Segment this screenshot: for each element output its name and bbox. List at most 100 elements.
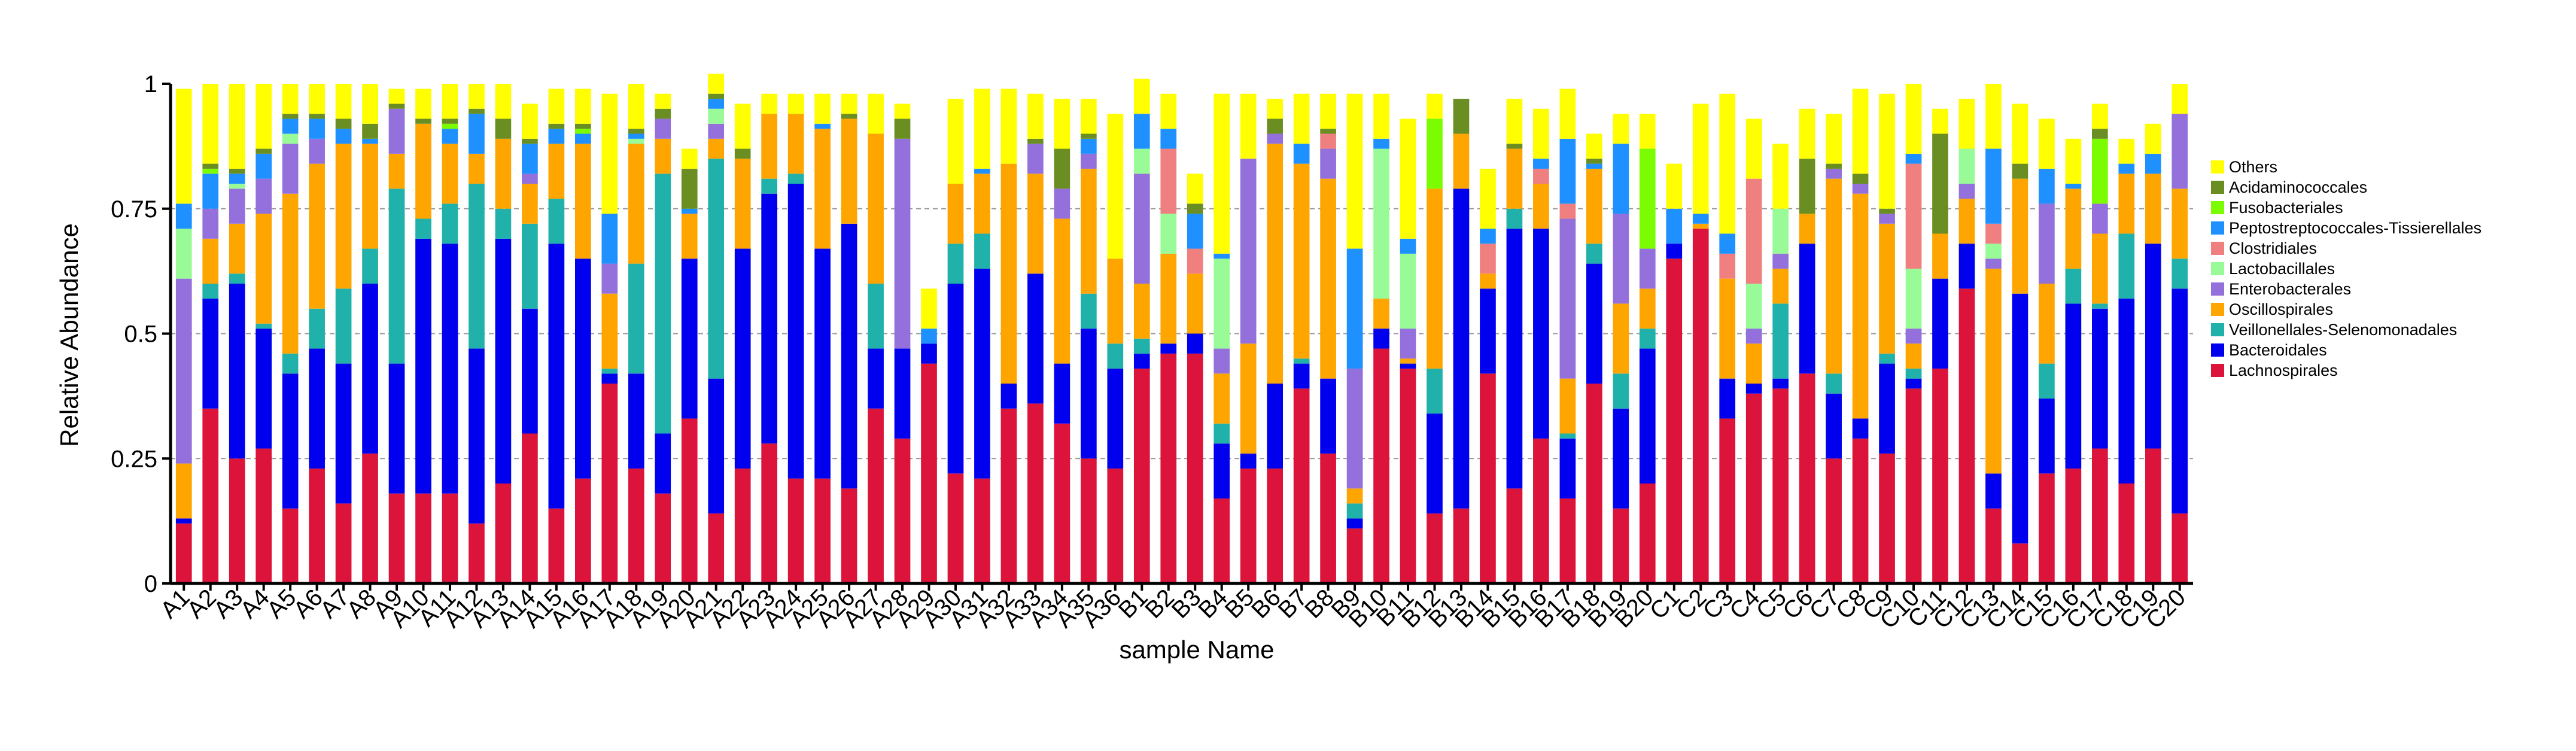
bar-segment (1320, 133, 1336, 149)
bar-segment (1666, 208, 1683, 244)
bar-segment (1745, 329, 1762, 344)
bar-segment (787, 478, 804, 583)
bar-segment (974, 89, 990, 169)
bar-segment (1480, 168, 1496, 229)
bar-segment (1958, 184, 1975, 199)
bar-segment (921, 288, 937, 329)
bar-segment (2145, 244, 2161, 449)
bar-segment (442, 129, 458, 144)
bar-segment (1054, 148, 1070, 189)
bar-segment (362, 248, 378, 284)
bar-segment (1400, 118, 1416, 239)
bar-segment (229, 84, 245, 169)
bar-segment (1533, 184, 1549, 229)
bar-segment (1985, 508, 2002, 583)
bar-segment (1373, 299, 1389, 329)
bar-segment (734, 468, 751, 583)
bar-segment (2092, 203, 2108, 234)
bar-segment (1905, 84, 1922, 154)
bar-segment (734, 159, 751, 249)
bar-segment (1214, 259, 1230, 349)
bar-segment (2145, 123, 2161, 154)
bar-segment (2092, 308, 2108, 449)
bar-segment (442, 244, 458, 494)
bar-segment (708, 378, 725, 514)
bar-segment (1054, 363, 1070, 424)
bar-segment (442, 118, 458, 124)
bar-segment (1666, 259, 1683, 583)
bar-segment (1559, 378, 1576, 434)
bar-segment (1852, 418, 1869, 439)
bar-segment (362, 123, 378, 139)
bar-segment (1932, 133, 1948, 234)
bar-segment (1586, 244, 1602, 264)
bar-segment (282, 84, 299, 114)
bar-segment (761, 443, 777, 583)
bar-segment (495, 208, 512, 239)
bar-segment (681, 208, 698, 214)
bar-segment (229, 223, 245, 274)
bar-segment (947, 244, 964, 284)
bar-segment (1958, 99, 1975, 149)
bar-segment (1267, 133, 1283, 144)
bar-segment (1905, 343, 1922, 369)
bar-segment (495, 118, 512, 139)
bar-segment (1533, 438, 1549, 583)
bar-segment (335, 84, 352, 119)
bar-segment (1293, 163, 1310, 359)
bar-segment (335, 129, 352, 144)
bar-segment (495, 138, 512, 209)
bar-segment (761, 114, 777, 179)
bar-segment (1427, 413, 1443, 514)
bar-segment (2065, 138, 2082, 184)
bar-segment (1639, 248, 1656, 289)
bar-segment (335, 118, 352, 129)
bar-segment (1107, 343, 1124, 369)
x-axis-title: sample Name (1119, 636, 1274, 664)
bar-segment (1133, 353, 1150, 369)
bar-segment (522, 144, 538, 174)
legend-swatch (2211, 282, 2224, 296)
bar-segment (1400, 253, 1416, 329)
bar-segment (2065, 268, 2082, 304)
bar-segment (1879, 453, 1895, 583)
bar-segment (202, 84, 219, 164)
bar-segment (1852, 184, 1869, 194)
bar-segment (1027, 174, 1044, 274)
bar-segment (2118, 163, 2135, 174)
bar-segment (947, 184, 964, 244)
bar-segment (1745, 118, 1762, 179)
bar-segment (2039, 203, 2055, 284)
bar-segment (202, 208, 219, 239)
bar-segment (1480, 288, 1496, 374)
bar-segment (309, 114, 325, 119)
bar-segment (1133, 114, 1150, 149)
bar-segment (761, 193, 777, 444)
bar-segment (1533, 168, 1549, 184)
bar-segment (1905, 329, 1922, 344)
bar-segment (1293, 144, 1310, 164)
bar-segment (1719, 233, 1736, 254)
bar-segment (1133, 148, 1150, 174)
bar-segment (469, 184, 485, 349)
bar-segment (362, 138, 378, 144)
bar-segment (2065, 468, 2082, 583)
bar-segment (1533, 159, 1549, 169)
bar-segment (1346, 93, 1363, 249)
bar-segment (841, 488, 857, 583)
bar-segment (1985, 148, 2002, 224)
bar-segment (1214, 93, 1230, 254)
bar-segment (388, 363, 405, 494)
bar-segment (681, 168, 698, 209)
bar-segment (1107, 259, 1124, 344)
legend-label: Lachnospirales (2229, 361, 2338, 379)
bar-segment (1054, 423, 1070, 583)
bar-segment (1240, 468, 1257, 583)
legend-swatch (2211, 181, 2224, 194)
bar-segment (1427, 118, 1443, 189)
bar-segment (1320, 129, 1336, 134)
bar-segment (229, 174, 245, 184)
bar-segment (1692, 214, 1709, 224)
bar-segment (1133, 284, 1150, 339)
